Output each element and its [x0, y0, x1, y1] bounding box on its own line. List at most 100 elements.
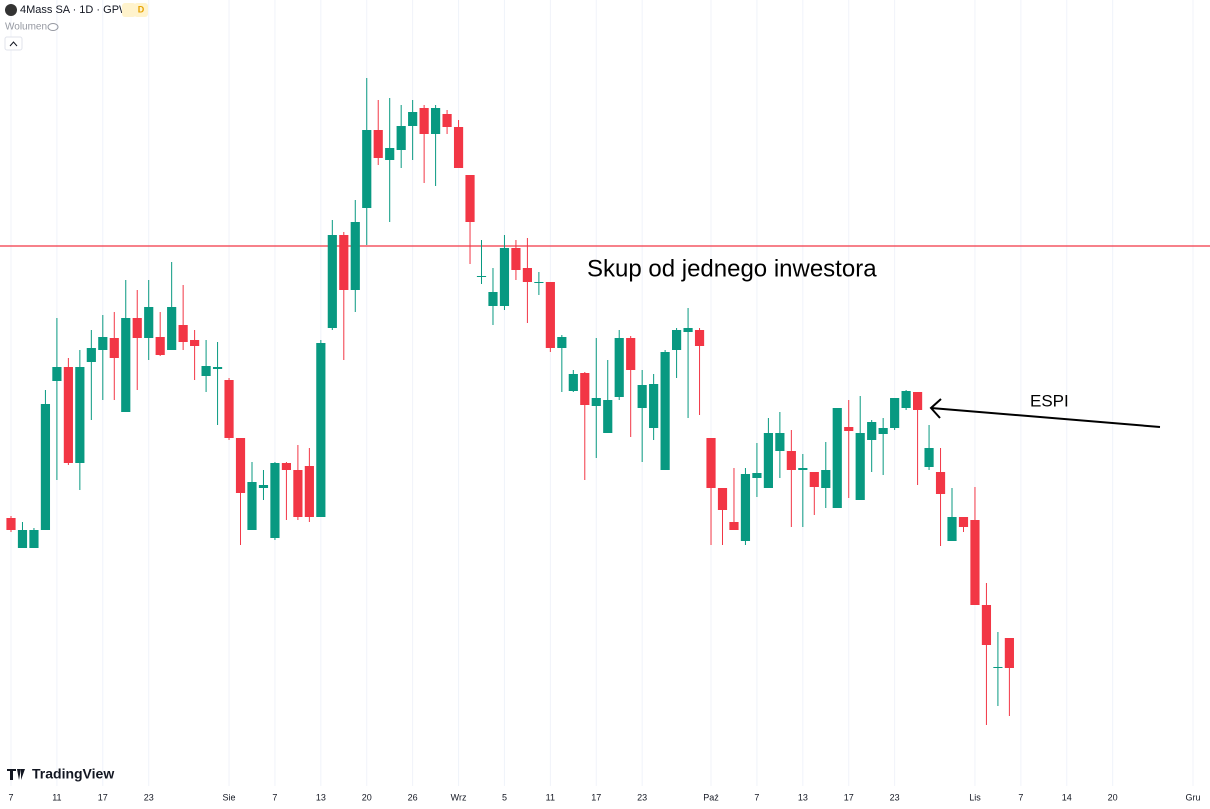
candle-body	[247, 482, 257, 530]
candle-body	[568, 374, 578, 391]
candle-body	[545, 282, 555, 348]
candle-body	[201, 366, 211, 376]
candle-body	[614, 338, 624, 397]
candle-body	[293, 470, 303, 517]
candle-body	[190, 340, 200, 346]
badge-icon	[122, 3, 136, 17]
collapse-button[interactable]	[4, 36, 23, 51]
chart-title: 4Mass SA · 1D · GPW	[20, 4, 130, 16]
candle-body	[890, 398, 900, 428]
x-tick-label: Sie	[223, 792, 236, 802]
x-tick-label: 13	[798, 792, 808, 802]
candle-body	[98, 337, 108, 350]
candle-body	[362, 130, 372, 208]
candle-body	[740, 474, 751, 541]
candle-body	[981, 605, 992, 645]
candle-body	[281, 463, 292, 470]
x-tick-label: 20	[362, 792, 372, 802]
x-tick-label: 17	[844, 792, 854, 802]
watermark: TradingView	[32, 766, 114, 782]
candle-body	[809, 472, 819, 487]
x-tick-label: 14	[1062, 792, 1072, 802]
candle-body	[121, 318, 131, 412]
candle-body	[798, 468, 808, 470]
logo-icon	[7, 769, 25, 780]
candle-body	[396, 126, 406, 150]
candle-body	[419, 108, 429, 134]
candle-body	[832, 408, 842, 508]
candle-body	[603, 400, 613, 433]
candle-body	[924, 448, 934, 467]
candle-body	[17, 530, 28, 548]
badge: D	[138, 4, 145, 14]
candle-body	[476, 276, 487, 277]
annotation: Skup od jednego inwestora	[587, 255, 877, 282]
candle-body	[511, 248, 521, 270]
x-tick-label: 7	[272, 792, 277, 802]
candle-body	[591, 398, 601, 406]
candle-body	[729, 522, 739, 530]
symbol-icon	[5, 4, 17, 16]
candle-body	[626, 338, 636, 370]
candle-body	[408, 112, 418, 126]
candle-body	[901, 391, 911, 408]
candle-body	[534, 282, 544, 283]
candle-body	[763, 433, 773, 488]
x-tick-label: 13	[316, 792, 326, 802]
candle-body	[821, 470, 831, 488]
candle-body	[1004, 638, 1014, 668]
annotation: ESPI	[1030, 391, 1069, 410]
candle-body	[109, 338, 119, 358]
candle-body	[878, 428, 888, 434]
candle-body	[752, 473, 762, 478]
x-tick-label: 17	[591, 792, 601, 802]
indicator-label: Wolumen	[5, 22, 47, 33]
candle-body	[499, 248, 510, 306]
candle-body	[350, 222, 360, 290]
candle-body	[167, 307, 177, 350]
x-tick-label: 23	[144, 792, 154, 802]
candle-body	[52, 367, 62, 381]
candle-body	[694, 330, 705, 346]
candle-body	[867, 422, 877, 440]
candle-body	[660, 352, 670, 470]
candle-body	[453, 127, 464, 168]
candle-body	[63, 367, 73, 463]
candle-body	[270, 463, 280, 538]
x-tick-label: Paź	[703, 792, 719, 802]
candle-body	[327, 235, 337, 328]
candle-body	[935, 472, 946, 494]
collapse-icon	[9, 41, 18, 47]
x-tick-label: 11	[52, 792, 61, 802]
candle-body	[706, 438, 716, 488]
candle-body	[580, 373, 590, 405]
candle-body	[339, 235, 349, 290]
candle-body	[29, 530, 39, 548]
candle-body	[431, 108, 441, 134]
x-tick-label: 11	[546, 792, 555, 802]
candle-body	[235, 438, 246, 493]
candle-body	[557, 337, 567, 348]
x-tick-label: Lis	[969, 792, 981, 802]
eye-icon[interactable]	[47, 23, 59, 31]
x-tick-label: 7	[754, 792, 759, 802]
candle-body	[637, 385, 647, 408]
candle-body	[912, 392, 923, 410]
candle-body	[75, 367, 85, 463]
candle-body	[132, 318, 142, 338]
candle-body	[958, 517, 969, 527]
candle-body	[6, 518, 16, 530]
candle-body	[947, 517, 957, 541]
candle-body	[155, 337, 165, 355]
candle-body	[224, 380, 234, 438]
candle-body	[178, 325, 188, 342]
candle-body	[993, 667, 1003, 668]
x-tick-label: 17	[98, 792, 108, 802]
x-tick-label: 23	[637, 792, 647, 802]
candle-body	[717, 488, 728, 510]
candle-body	[304, 466, 314, 517]
candle-body	[373, 130, 383, 158]
x-tick-label: 7	[1018, 792, 1023, 802]
candle-body	[488, 292, 498, 306]
